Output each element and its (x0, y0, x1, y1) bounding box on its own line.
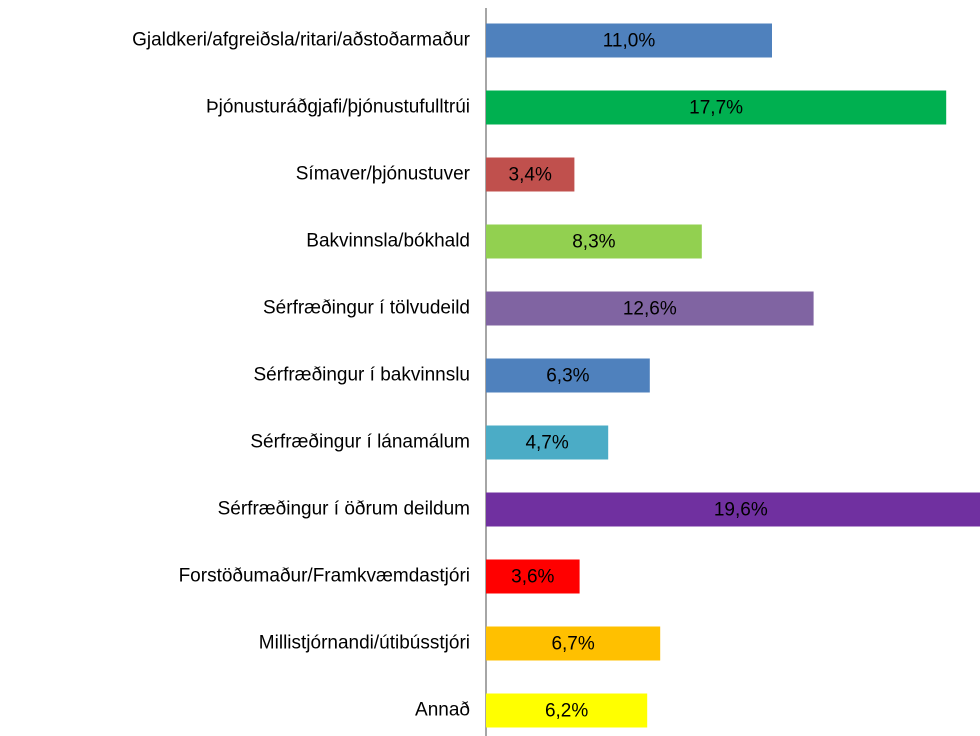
bar (486, 559, 580, 594)
bar (486, 693, 648, 728)
value-label: 8,3% (572, 232, 615, 253)
category-label: Símaver/þjónustuver (296, 164, 471, 185)
category-label: Sérfræðingur í bakvinnslu (254, 365, 471, 386)
value-label: 6,7% (551, 634, 594, 655)
value-label: 17,7% (689, 98, 743, 119)
category-label: Þjónusturáðgjafi/þjónustufulltrúi (206, 97, 470, 118)
bar (486, 626, 661, 661)
category-label: Sérfræðingur í tölvudeild (263, 298, 470, 319)
category-label: Sérfræðingur í lánamálum (250, 432, 470, 453)
bar (486, 492, 980, 527)
value-label: 12,6% (623, 299, 677, 320)
bar (486, 90, 947, 125)
category-label: Gjaldkeri/afgreiðsla/ritari/aðstoðarmaðu… (132, 30, 471, 51)
value-label: 3,6% (511, 567, 554, 588)
bar (486, 291, 814, 326)
value-label: 11,0% (603, 31, 656, 52)
bar (486, 157, 575, 192)
category-label: Forstöðumaður/Framkvæmdastjóri (179, 566, 470, 587)
value-label: 6,2% (545, 701, 588, 722)
value-label: 4,7% (525, 433, 568, 454)
category-label: Bakvinnsla/bókhald (306, 231, 470, 252)
bar (486, 23, 772, 58)
value-label: 19,6% (714, 500, 768, 521)
bar (486, 425, 609, 460)
category-label: Millistjórnandi/útibússtjóri (259, 633, 470, 654)
category-label: Annað (415, 700, 470, 721)
bar (486, 358, 650, 393)
category-label: Sérfræðingur í öðrum deildum (218, 499, 470, 520)
value-label: 6,3% (546, 366, 589, 387)
bar (486, 224, 702, 259)
value-label: 3,4% (509, 165, 552, 186)
